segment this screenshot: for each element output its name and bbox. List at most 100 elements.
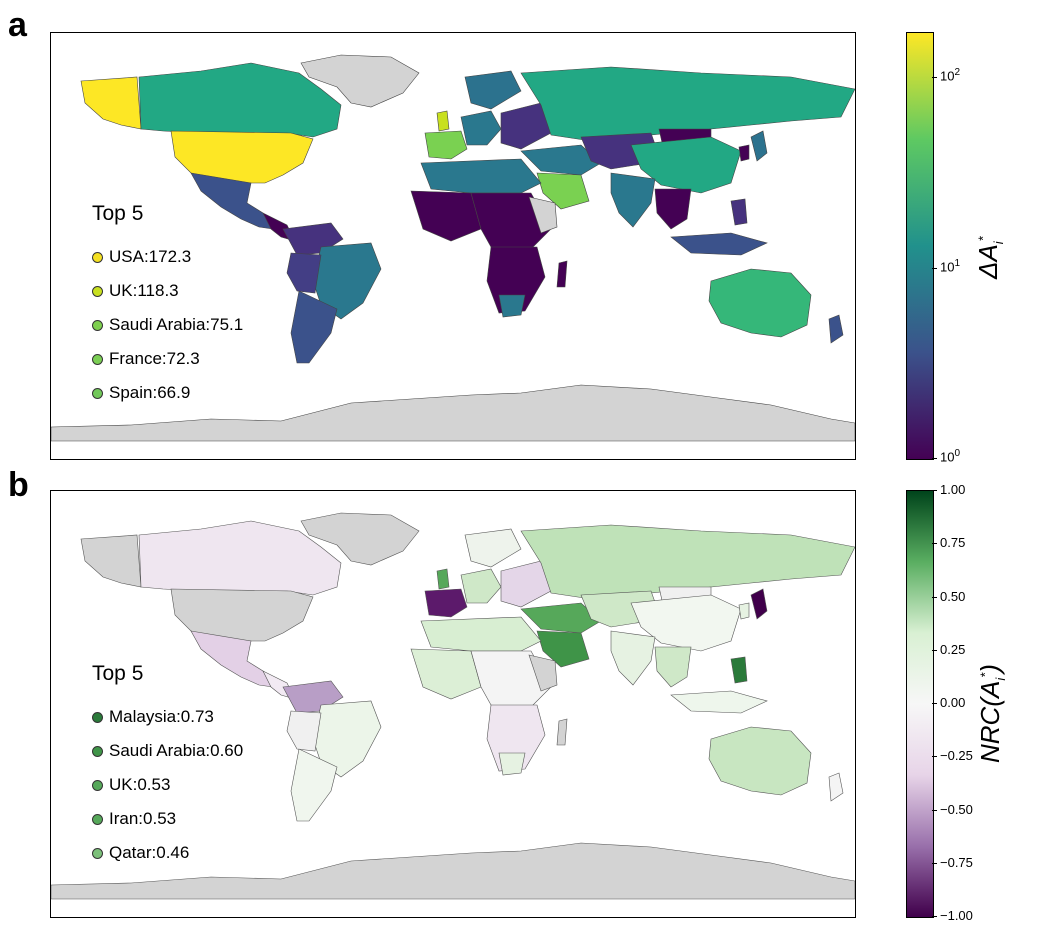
legend-item: UK:0.53 <box>92 768 243 802</box>
region-china <box>630 594 742 652</box>
panel-b-letter: b <box>8 466 29 504</box>
region-central-europe <box>460 110 502 146</box>
region-india <box>610 630 656 686</box>
legend-items: USA:172.3 UK:118.3 Saudi Arabia:75.1 France… <box>92 240 243 410</box>
legend-top5-b: Top 5 Malaysia:0.73 Saudi Arabia:0.60 UK:0… <box>92 662 243 870</box>
region-west-africa <box>410 190 482 242</box>
region-peru-bolivia <box>286 710 322 752</box>
legend-marker <box>92 251 103 263</box>
region-horn-africa <box>528 654 558 692</box>
legend-title: Top 5 <box>92 662 144 685</box>
colorbar-tick-label: −0.25 <box>940 748 973 764</box>
region-japan <box>750 130 768 162</box>
legend-item: USA:172.3 <box>92 240 243 274</box>
region-eastern-europe <box>500 560 552 608</box>
region-scandinavia <box>464 70 522 110</box>
legend-label: France:72.3 <box>109 349 200 368</box>
region-greenland <box>300 512 420 566</box>
region-china <box>630 136 742 194</box>
colorbar-tick-mark <box>932 267 937 269</box>
cbar-b-label-close: ) <box>975 664 1005 673</box>
legend-items: Malaysia:0.73 Saudi Arabia:0.60 UK:0.53 Ira… <box>92 700 243 870</box>
colorbar-tick-label: −0.50 <box>940 801 973 817</box>
region-russia <box>520 66 855 142</box>
legend-label: Qatar:0.46 <box>109 843 190 862</box>
legend-marker <box>92 285 103 297</box>
colorbar-tick-label: 100 <box>940 448 961 465</box>
colorbar-tick-label: −0.75 <box>940 854 973 870</box>
region-mexico <box>190 630 274 688</box>
world-map-nrc <box>50 490 856 918</box>
colorbar-tick-label: 0.50 <box>940 588 966 604</box>
region-new-zealand <box>828 772 844 802</box>
region-se-asia <box>654 188 692 230</box>
legend-marker <box>92 745 103 757</box>
colorbar-tick-label: 102 <box>940 67 961 84</box>
region-south-africa <box>498 752 526 776</box>
legend-item: Saudi Arabia:0.60 <box>92 734 243 768</box>
region-west-africa <box>410 648 482 700</box>
region-madagascar <box>556 260 568 288</box>
legend-label: USA:172.3 <box>109 247 192 266</box>
legend-item: UK:118.3 <box>92 274 243 308</box>
legend-item: France:72.3 <box>92 342 243 376</box>
region-antarctica <box>51 384 855 442</box>
colorbar-tick-label: 0.00 <box>940 695 966 710</box>
world-map-delta-a <box>50 32 856 460</box>
colorbar-tick-mark <box>932 77 937 78</box>
region-south-africa <box>498 294 526 318</box>
region-usa <box>170 130 314 184</box>
cbar-b-label-sub: i <box>993 677 1009 681</box>
region-philippines <box>730 656 748 684</box>
region-india <box>610 172 656 228</box>
region-argentina-chile <box>290 290 338 364</box>
region-scandinavia <box>464 528 522 568</box>
region-turkey-iran <box>520 144 602 176</box>
legend-label: Saudi Arabia:0.60 <box>109 741 244 760</box>
legend-top5-a: Top 5 USA:172.3 UK:118.3 Saudi Arabia:75.1… <box>92 202 243 410</box>
colorbar-tick-mark <box>932 916 937 917</box>
colorbar-tick-mark <box>932 809 937 811</box>
region-saudi-arabia <box>536 630 590 668</box>
region-japan <box>750 588 768 620</box>
cbar-b-label-sup: * <box>977 672 993 678</box>
legend-marker <box>92 847 103 859</box>
region-usa <box>170 588 314 642</box>
region-korea <box>738 144 750 162</box>
region-uk <box>436 568 450 590</box>
region-peru-bolivia <box>286 252 322 294</box>
region-uk <box>436 110 450 132</box>
colorbar-tick-mark <box>932 649 937 651</box>
colorbar-tick-label: 0.75 <box>940 535 966 551</box>
legend-label: Spain:66.9 <box>109 383 191 402</box>
legend-marker <box>92 813 103 825</box>
colorbar-tick-mark <box>932 703 937 704</box>
colorbar-tick-mark <box>932 596 937 598</box>
region-saudi-arabia <box>536 172 590 210</box>
world-map-b-svg <box>51 512 855 900</box>
colorbar-tick-mark <box>932 862 937 864</box>
colorbar-tick-mark <box>932 756 937 758</box>
legend-marker <box>92 711 103 723</box>
legend-label: UK:0.53 <box>109 775 171 794</box>
colorbar-delta-a <box>906 32 934 460</box>
legend-item: Iran:0.53 <box>92 802 243 836</box>
legend-item: Qatar:0.46 <box>92 836 243 870</box>
colorbar-tick-mark <box>932 543 937 545</box>
legend-label: Saudi Arabia:75.1 <box>109 315 244 334</box>
region-france-spain <box>424 588 468 618</box>
region-korea <box>738 602 750 620</box>
world-map-a-svg <box>51 54 855 442</box>
region-mexico <box>190 172 274 230</box>
legend-marker <box>92 387 103 399</box>
cbar-b-label-main: NRC(A <box>975 680 1005 763</box>
region-alaska <box>80 534 142 588</box>
legend-marker <box>92 353 103 365</box>
colorbar-tick-label: −1.00 <box>940 908 973 923</box>
region-madagascar <box>556 718 568 746</box>
region-turkey-iran <box>520 602 602 634</box>
legend-marker <box>92 319 103 331</box>
region-australia <box>708 268 812 338</box>
legend-title: Top 5 <box>92 202 144 225</box>
legend-marker <box>92 779 103 791</box>
